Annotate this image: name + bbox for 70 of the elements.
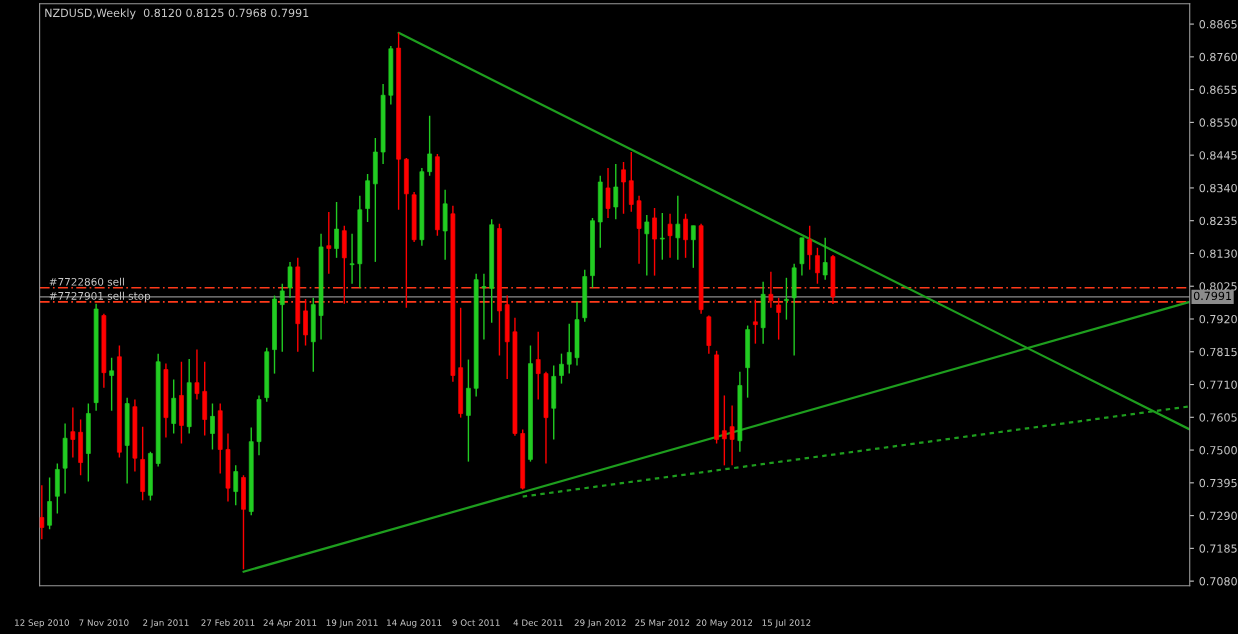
x-tick-label: 7 Nov 2010 <box>79 619 129 626</box>
x-tick-label: 12 Sep 2010 <box>15 619 69 628</box>
candlestick <box>233 464 239 506</box>
candlestick <box>39 484 45 541</box>
y-tick-label: 0.7815 <box>1199 347 1237 357</box>
candlestick <box>822 237 828 281</box>
candlestick <box>621 161 626 215</box>
y-tick-label: 0.8130 <box>1199 249 1237 258</box>
candlestick <box>652 207 657 277</box>
y-tick-label: 0.7290 <box>1199 511 1237 520</box>
x-tick-label: 9 Oct 2011 <box>452 619 500 626</box>
candlestick <box>659 212 665 261</box>
x-tick-label: 2 Jan 2011 <box>143 619 189 628</box>
candlestick <box>70 406 76 459</box>
y-tick-label: 0.7080 <box>1199 577 1237 586</box>
ref-line-label: #7722860 sell <box>49 277 124 286</box>
candlestick <box>605 167 611 219</box>
y-tick-label: 0.7185 <box>1199 544 1237 553</box>
candlestick <box>535 331 541 401</box>
candlestick <box>628 151 634 213</box>
candlestick <box>287 261 293 299</box>
y-tick-label: 0.8445 <box>1199 151 1237 160</box>
x-tick-label: 25 Mar 2012 <box>635 619 690 626</box>
x-tick-label: 27 Feb 2011 <box>201 619 255 626</box>
y-tick-label: 0.8550 <box>1199 118 1237 127</box>
candlestick <box>427 115 432 177</box>
candlestick <box>683 213 688 259</box>
candlestick <box>807 224 813 271</box>
candlestick <box>210 402 215 451</box>
candlestick <box>667 213 673 259</box>
ref-line-label: #7727901 sell stop <box>49 291 151 302</box>
candlestick <box>279 283 285 353</box>
candlestick <box>47 476 52 531</box>
candlestick <box>566 322 572 375</box>
candlestick <box>644 214 650 277</box>
candlestick <box>613 163 619 220</box>
x-tick-label: 14 Aug 2011 <box>387 619 442 628</box>
candlestick <box>768 271 774 309</box>
candlestick <box>675 195 681 261</box>
candlestick <box>334 201 339 259</box>
y-tick-label: 0.8865 <box>1199 20 1237 29</box>
y-tick-label: 0.7395 <box>1199 478 1237 488</box>
candlestick <box>690 224 696 269</box>
candlestick <box>109 356 114 412</box>
x-tick-label: 20 May 2012 <box>696 619 753 628</box>
candlestick <box>722 394 727 467</box>
candlestick <box>559 352 564 385</box>
y-tick-label: 0.7500 <box>1199 446 1237 455</box>
candlestick <box>349 233 355 285</box>
candlestick <box>753 298 758 345</box>
x-tick-label: 24 Apr 2011 <box>263 619 317 628</box>
candlestick <box>784 277 789 321</box>
candlestick <box>326 211 332 275</box>
candlestick <box>776 297 781 341</box>
y-tick-label: 0.7920 <box>1199 314 1237 324</box>
candlestick <box>481 273 487 341</box>
candlestick <box>194 348 200 401</box>
x-tick-label: 4 Dec 2011 <box>513 619 563 626</box>
candlestick <box>729 404 735 467</box>
chart-title: NZDUSD,Weekly 0.8120 0.8125 0.7968 0.7991 <box>45 8 309 20</box>
x-tick-label: 29 Jan 2012 <box>574 619 626 628</box>
y-tick-label: 0.8340 <box>1199 183 1237 193</box>
x-tick-label: 19 Jun 2011 <box>326 619 378 628</box>
y-tick-label: 0.8655 <box>1199 85 1237 94</box>
y-tick-label: 0.8760 <box>1199 52 1237 62</box>
y-tick-label: 0.8235 <box>1199 216 1237 226</box>
candlestick <box>815 247 820 285</box>
y-tick-label: 0.7605 <box>1199 413 1237 422</box>
y-tick-label: 0.7710 <box>1199 380 1237 389</box>
x-tick-label: 15 Jul 2012 <box>762 619 811 628</box>
